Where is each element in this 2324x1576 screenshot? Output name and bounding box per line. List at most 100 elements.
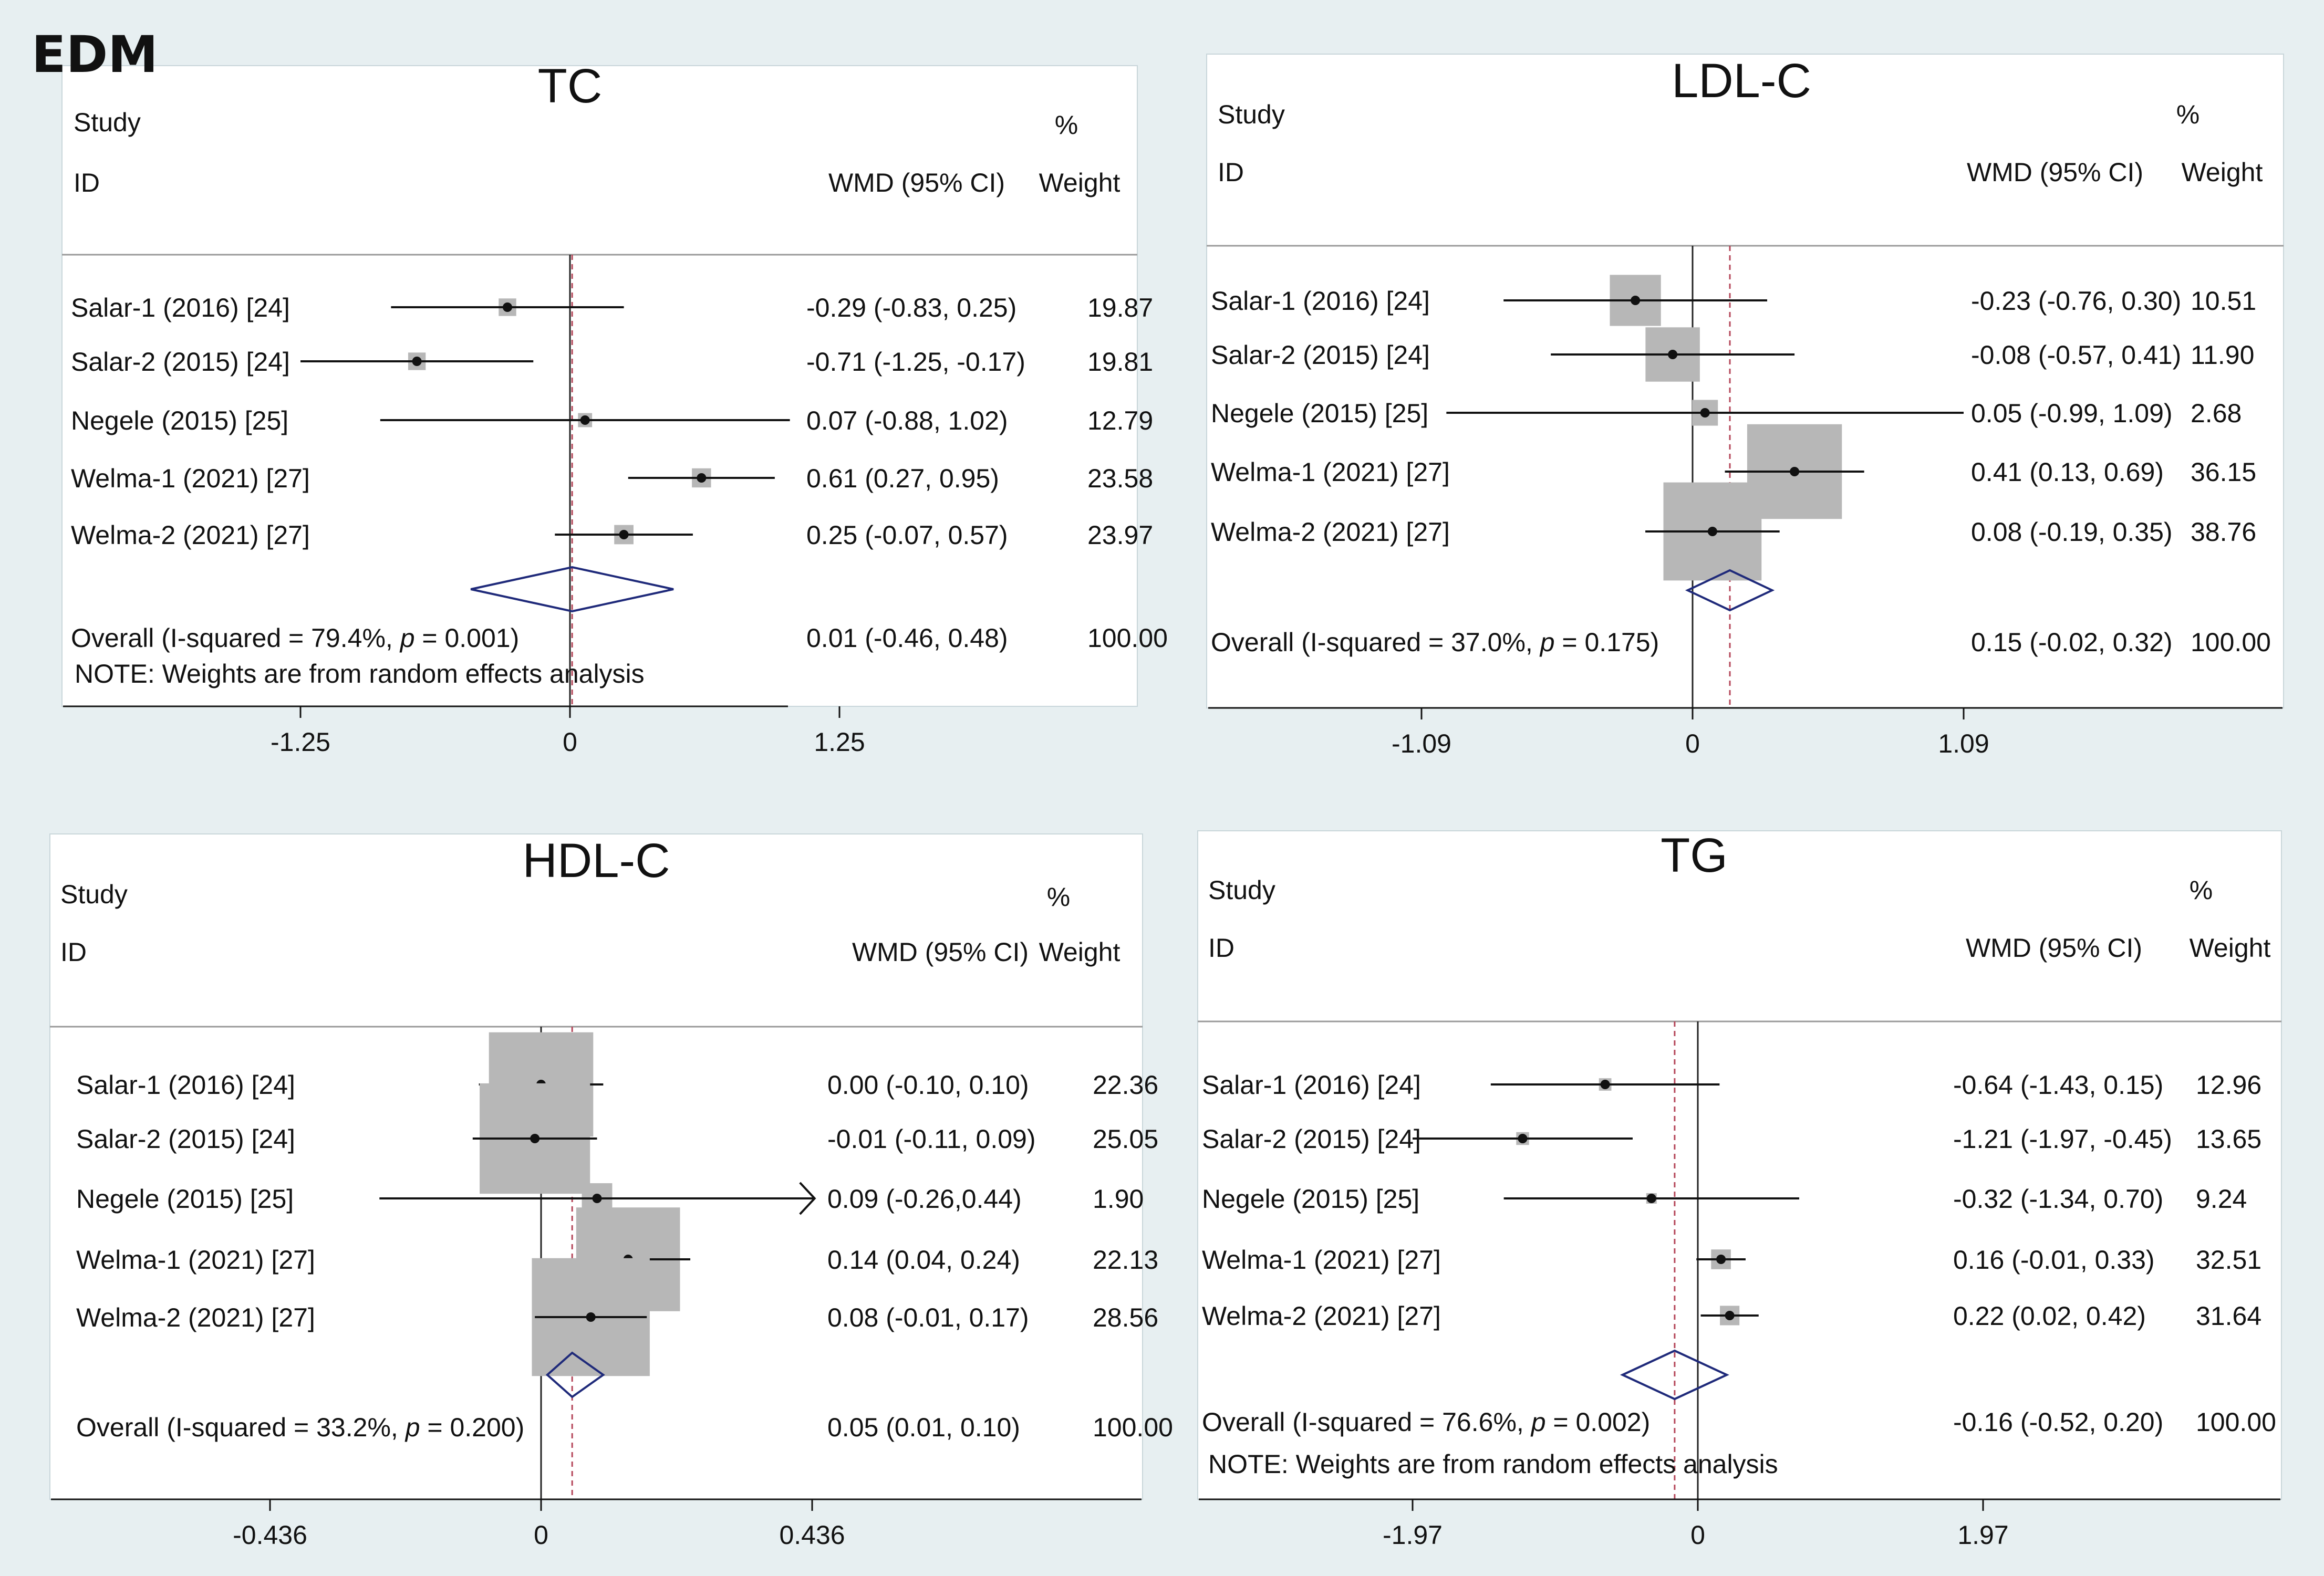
study-ci-text: 0.08 (-0.19, 0.35) (1971, 517, 2173, 547)
overall-ci-text: 0.01 (-0.46, 0.48) (806, 623, 1008, 653)
overall-label-p: p (404, 1413, 420, 1442)
study-ci-text: 0.00 (-0.10, 0.10) (827, 1070, 1029, 1100)
header-id: ID (1208, 933, 1234, 963)
header-study: Study (1218, 100, 1285, 129)
header-percent: % (1055, 110, 1078, 140)
overall-diamond (1620, 1349, 1729, 1401)
point-estimate (619, 530, 629, 539)
x-axis-tick-label: 0.436 (779, 1520, 845, 1550)
weights-note: NOTE: Weights are from random effects an… (75, 659, 645, 688)
forest-panel-tg: TG Study ID% Weight WMD (95% CI) Salar-1 (201… (1197, 829, 2282, 1550)
point-estimate (1668, 350, 1678, 359)
header-percent: % (2190, 875, 2213, 905)
study-label: Negele (2015) [25] (71, 406, 288, 435)
study-label: Salar-1 (2016) [24] (1202, 1070, 1421, 1100)
point-estimate (1600, 1080, 1610, 1089)
point-estimate (1707, 527, 1717, 536)
point-estimate (1790, 467, 1800, 476)
x-axis-tick-label: 0 (1690, 1520, 1705, 1550)
ci-arrow (799, 1182, 816, 1215)
study-label: Welma-2 (2021) [27] (71, 520, 310, 550)
header-effect: WMD (95% CI) (1966, 933, 2142, 963)
panel-background (1197, 830, 2282, 1500)
header-effect: WMD (95% CI) (1967, 158, 2143, 187)
overall-weight-text: 100.00 (2196, 1407, 2276, 1437)
overall-label-p: p (1539, 628, 1555, 657)
study-weight-text: 11.90 (2191, 340, 2254, 370)
study-ci-text: 0.07 (-0.88, 1.02) (806, 406, 1008, 435)
forest-panel-hdl-c: HDL-C Study ID% Weight WMD (95% CI) Salar-1 (… (49, 833, 1173, 1550)
study-weight-text: 23.97 (1087, 520, 1153, 550)
study-weight-text: 19.87 (1087, 293, 1153, 322)
study-weight-text: 12.96 (2196, 1070, 2261, 1100)
header-study: Study (1208, 875, 1275, 905)
point-estimate (1631, 296, 1641, 305)
study-label: Welma-1 (2021) [27] (71, 464, 310, 493)
overall-weight-text: 100.00 (2191, 628, 2271, 657)
point-estimate (1716, 1255, 1726, 1264)
overall-label-prefix: Overall (I-squared = 79.4%, (71, 623, 400, 653)
study-weight-text: 23.58 (1087, 464, 1153, 493)
x-axis-tick-label: 0 (563, 727, 577, 757)
x-axis-tick-label: -1.09 (1392, 729, 1451, 758)
x-axis-tick-label: -1.97 (1383, 1520, 1443, 1550)
study-weight-text: 38.76 (2191, 517, 2256, 547)
study-ci-text: -0.64 (-1.43, 0.15) (1953, 1070, 2163, 1100)
overall-label-suffix: = 0.200) (420, 1413, 525, 1442)
study-label: Negele (2015) [25] (76, 1184, 294, 1214)
point-estimate (580, 415, 590, 425)
point-estimate (1518, 1134, 1528, 1143)
overall-label-suffix: = 0.175) (1555, 628, 1659, 657)
study-ci-text: 0.14 (0.04, 0.24) (827, 1245, 1020, 1275)
study-weight-text: 36.15 (2191, 457, 2256, 487)
study-weight-text: 19.81 (1087, 347, 1153, 377)
forest-panel-ldl-c: LDL-C Study ID% Weight WMD (95% CI) Salar-1 (… (1206, 54, 2284, 758)
study-weight-text: 32.51 (2196, 1245, 2261, 1275)
overall-label: Overall (I-squared = 79.4%, p = 0.001) (71, 623, 519, 653)
study-ci-text: -0.08 (-0.57, 0.41) (1971, 340, 2181, 370)
study-ci-text: 0.09 (-0.26,0.44) (827, 1184, 1022, 1214)
study-label: Salar-1 (2016) [24] (76, 1070, 295, 1100)
point-estimate (1725, 1311, 1735, 1320)
forest-panel-tc: TC Study ID% Weight WMD (95% CI) Salar-1 (201… (61, 59, 1168, 757)
study-ci-text: -0.29 (-0.83, 0.25) (806, 293, 1016, 322)
header-percent: % (1047, 882, 1070, 912)
point-estimate (502, 302, 512, 312)
header-id: ID (60, 937, 87, 967)
x-axis-tick-label: 0 (1685, 729, 1700, 758)
x-axis-tick-label: -1.25 (271, 727, 330, 757)
overall-diamond (545, 1351, 605, 1398)
point-estimate (530, 1134, 540, 1143)
panel-background (49, 833, 1143, 1500)
overall-ci-text: -0.16 (-0.52, 0.20) (1953, 1407, 2163, 1437)
study-label: Salar-2 (2015) [24] (76, 1124, 295, 1154)
study-ci-text: 0.41 (0.13, 0.69) (1971, 457, 2164, 487)
study-weight-text: 2.68 (2191, 399, 2242, 428)
x-axis-tick-label: -0.436 (233, 1520, 307, 1550)
study-ci-text: 0.25 (-0.07, 0.57) (806, 520, 1008, 550)
header-id: ID (1218, 158, 1244, 187)
header-id: ID (74, 168, 100, 197)
study-label: Salar-2 (2015) [24] (1211, 340, 1430, 370)
x-axis-tick-label: 0 (534, 1520, 548, 1550)
point-estimate (1646, 1194, 1656, 1203)
study-label: Welma-2 (2021) [27] (1202, 1301, 1441, 1331)
header-study: Study (60, 880, 128, 909)
panel-title: LDL-C (1672, 54, 1811, 108)
overall-label-prefix: Overall (I-squared = 76.6%, (1202, 1407, 1531, 1437)
study-ci-text: 0.16 (-0.01, 0.33) (1953, 1245, 2155, 1275)
overall-label-prefix: Overall (I-squared = 33.2%, (76, 1413, 406, 1442)
point-estimate (586, 1312, 596, 1322)
point-estimate (592, 1194, 602, 1203)
study-label: Welma-1 (2021) [27] (1202, 1245, 1441, 1275)
weights-note: NOTE: Weights are from random effects an… (1208, 1449, 1778, 1479)
study-ci-text: -0.23 (-0.76, 0.30) (1971, 286, 2181, 316)
study-label: Salar-2 (2015) [24] (1202, 1124, 1421, 1154)
study-label: Welma-1 (2021) [27] (1211, 457, 1450, 487)
study-ci-text: -0.01 (-0.11, 0.09) (827, 1124, 1036, 1154)
study-ci-text: 0.08 (-0.01, 0.17) (827, 1303, 1029, 1332)
study-label: Welma-2 (2021) [27] (76, 1303, 315, 1332)
study-label: Welma-1 (2021) [27] (76, 1245, 315, 1275)
